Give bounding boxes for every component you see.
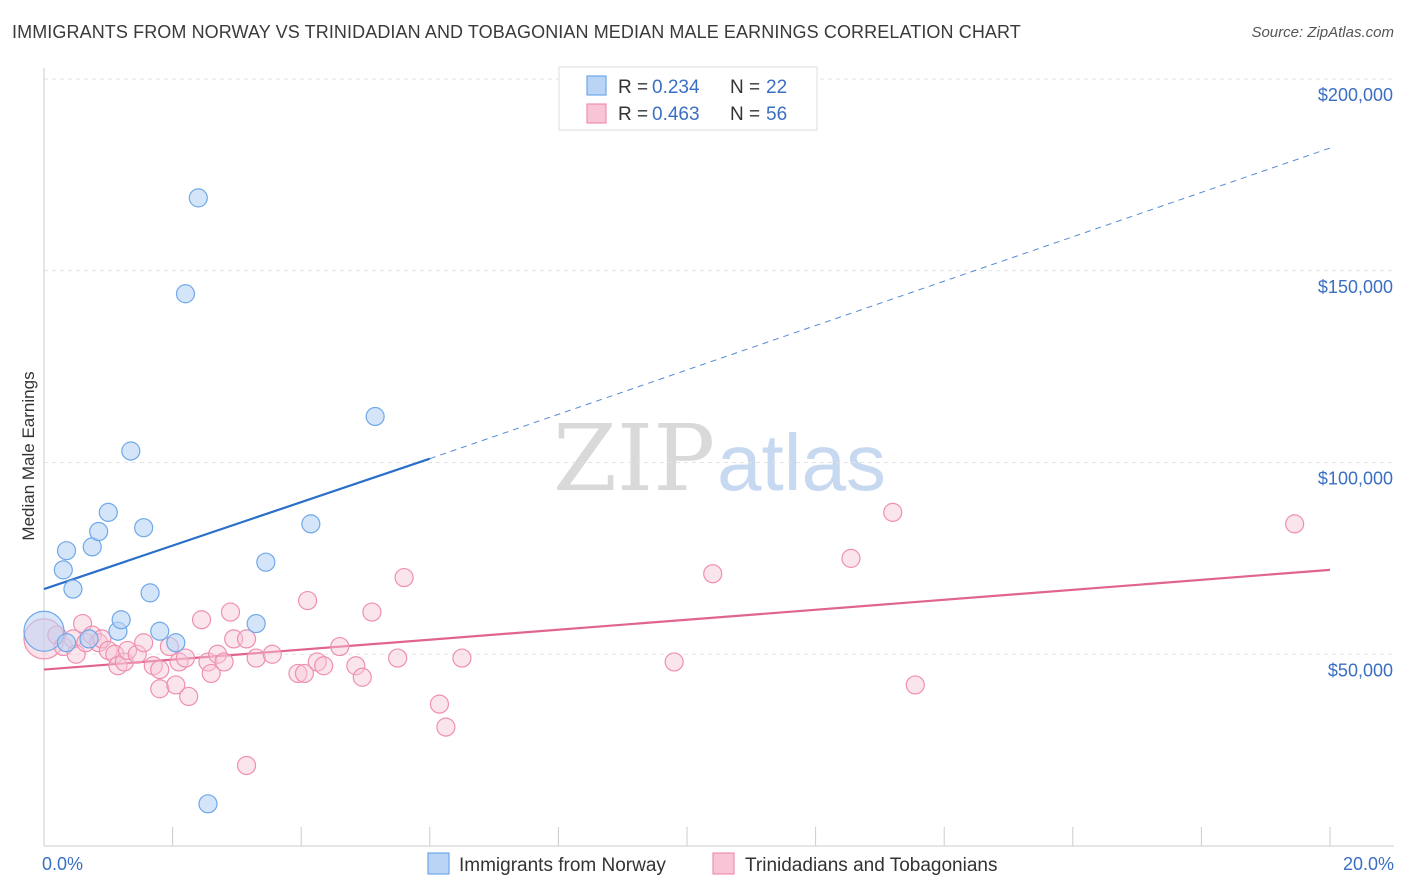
y-tick-labels: $50,000 $100,000 $150,000 $200,000 <box>1318 85 1393 680</box>
trinidad-point-55 <box>1285 514 1305 534</box>
stats-swatch-trinidad <box>586 103 607 124</box>
chart-title: IMMIGRANTS FROM NORWAY VS TRINIDADIAN AN… <box>12 22 1021 42</box>
trinidad-point-16 <box>134 633 154 653</box>
watermark-atlas: atlas <box>717 418 886 507</box>
trinidad-point-21 <box>166 675 186 695</box>
stats-n-label-norway: N = <box>730 77 760 98</box>
stats-swatch-norway <box>586 75 607 96</box>
trinidad-point-41 <box>330 636 350 657</box>
trinidad-point-49 <box>452 648 472 668</box>
norway-point-21 <box>301 514 321 534</box>
y-tick-label-2: $150,000 <box>1318 277 1393 297</box>
stats-r-label-trinidad: R = <box>618 104 648 125</box>
norway-point-18 <box>198 794 218 814</box>
chart-source: Source: ZipAtlas.com <box>1251 24 1394 41</box>
y-tick-label-3: $200,000 <box>1318 85 1393 105</box>
norway-point-4 <box>63 579 83 599</box>
axes <box>43 68 1394 847</box>
trinidad-point-48 <box>436 717 456 737</box>
norway-point-11 <box>121 441 141 461</box>
trend-lines <box>43 147 1331 671</box>
norway-point-17 <box>188 188 208 208</box>
norway-point-1 <box>53 560 73 580</box>
norway-point-14 <box>150 621 170 641</box>
stats-r-trinidad: 0.463 <box>652 104 700 125</box>
stats-r-norway: 0.234 <box>652 77 700 98</box>
trinidad-point-40 <box>314 656 334 676</box>
trinidad-point-51 <box>703 564 723 584</box>
trinidad-point-30 <box>220 602 241 622</box>
y-tick-label-1: $100,000 <box>1318 469 1393 489</box>
trinidad-point-23 <box>175 648 196 668</box>
trinidad-point-25 <box>191 610 212 630</box>
trinidad-point-18 <box>150 659 170 680</box>
norway-point-5 <box>79 629 99 649</box>
norway-point-0 <box>23 610 65 652</box>
trinidad-point-33 <box>236 755 257 776</box>
stats-legend: R = 0.234 N = 22 R = 0.463 N = 56 <box>558 66 818 131</box>
trinidad-point-29 <box>214 652 234 672</box>
series-legend: Immigrants from Norway Trinidadians and … <box>427 852 997 876</box>
trinidad-point-15 <box>127 644 147 664</box>
stats-n-label-trinidad: N = <box>730 104 760 125</box>
trinidad-point-42 <box>346 656 366 676</box>
norway-point-15 <box>166 633 186 653</box>
trinidad-point-11 <box>105 644 125 664</box>
x-tick-min: 0.0% <box>42 854 83 874</box>
legend-swatch-trinidad <box>712 852 735 875</box>
trinidad-point-32 <box>236 629 257 649</box>
stats-r-label-norway: R = <box>618 77 648 98</box>
trinidad-point-44 <box>362 602 382 622</box>
trinidad-point-34 <box>246 648 266 668</box>
norway-point-22 <box>365 406 385 427</box>
trinidad-point-45 <box>388 648 408 668</box>
stats-n-norway: 22 <box>766 77 787 98</box>
norway-point-12 <box>134 518 154 538</box>
legend-swatch-norway <box>427 852 450 875</box>
trend-line-norway-extension <box>429 147 1331 460</box>
trinidad-point-36 <box>288 663 308 684</box>
trinidad-point-35 <box>262 644 282 664</box>
norway-point-20 <box>256 552 276 572</box>
trend-line-norway <box>43 457 431 591</box>
norway-point-8 <box>98 502 118 522</box>
trinidad-point-24 <box>179 686 199 707</box>
stats-n-trinidad: 56 <box>766 104 787 125</box>
trinidad-point-46 <box>394 567 414 588</box>
trinidad-point-37 <box>294 663 315 684</box>
trinidad-point-28 <box>208 644 228 664</box>
trend-line-trinidad <box>43 568 1331 671</box>
trinidad-point-52 <box>841 548 861 568</box>
legend-label-trinidad: Trinidadians and Tobagonians <box>745 855 997 876</box>
trinidad-point-38 <box>298 590 318 611</box>
norway-point-16 <box>175 284 196 304</box>
trinidad-point-43 <box>352 667 372 687</box>
y-tick-label-0: $50,000 <box>1328 660 1393 680</box>
legend-label-norway: Immigrants from Norway <box>459 855 666 876</box>
norway-point-2 <box>56 633 77 653</box>
norway-point-13 <box>140 583 160 603</box>
norway-point-10 <box>111 610 131 630</box>
watermark: ZIP atlas <box>553 405 886 512</box>
trinidad-point-27 <box>201 663 221 684</box>
data-points <box>23 188 1305 814</box>
trinidad-point-14 <box>117 640 138 661</box>
trinidad-point-53 <box>883 502 903 522</box>
trinidad-point-19 <box>150 679 170 699</box>
y-axis-label: Median Male Earnings <box>19 371 38 540</box>
watermark-zip: ZIP <box>553 405 715 512</box>
trinidad-point-47 <box>429 694 450 714</box>
norway-point-19 <box>246 613 266 634</box>
norway-point-3 <box>56 541 77 561</box>
norway-point-7 <box>89 521 109 542</box>
trinidad-point-50 <box>664 652 684 672</box>
trinidad-point-26 <box>198 652 218 672</box>
x-tick-max: 20.0% <box>1343 854 1394 874</box>
trinidad-point-54 <box>905 675 925 695</box>
